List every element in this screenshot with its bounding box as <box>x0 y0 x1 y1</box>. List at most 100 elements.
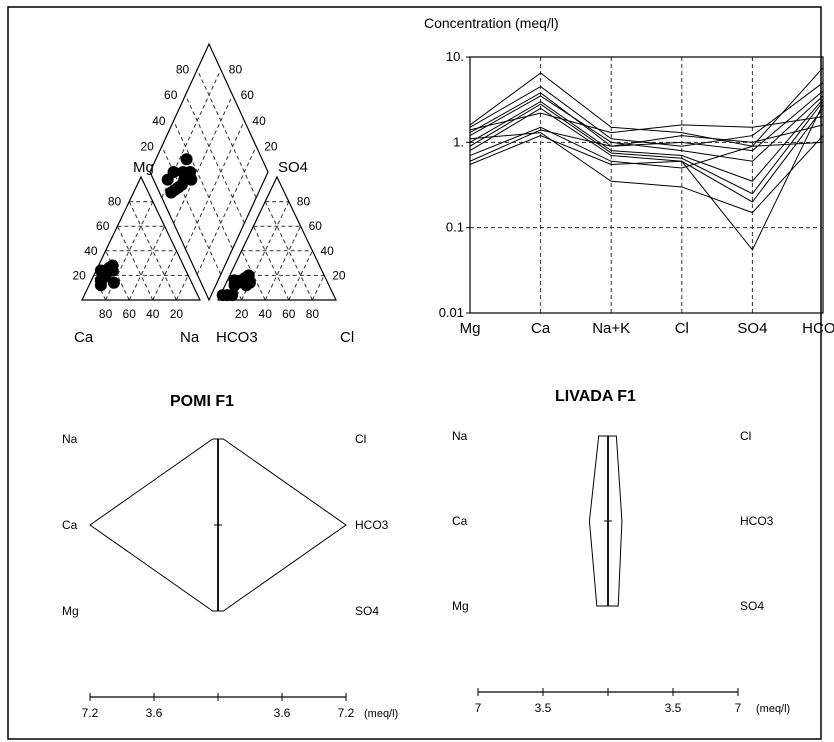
anion-bottom-tick: 80 <box>306 307 320 321</box>
diamond-grid-b1 <box>161 146 222 275</box>
stiff-anion-label: HCO3 <box>740 514 774 528</box>
outer-border <box>7 6 822 740</box>
cation-bottom-tick: 60 <box>123 307 137 321</box>
schoeller-plot-area <box>469 56 824 314</box>
anion-outline <box>217 175 337 301</box>
diamond-right-tick: 40 <box>252 114 266 128</box>
schoeller-x-tick-label: Ca <box>531 320 551 337</box>
cation-label-right: Na <box>180 329 200 346</box>
cation-label-left: Ca <box>74 329 94 346</box>
stiff-diagram-livada: LIVADA F1 Na Ca Mg Cl HCO3 SO4 7 3.5 3.5 7 (meq/l) <box>452 388 790 715</box>
anion-right-tick: 60 <box>309 219 323 233</box>
diamond-right-tick: 60 <box>241 88 255 102</box>
schoeller-series-line <box>469 67 824 147</box>
piper-points <box>94 153 256 302</box>
anion-grid-b3 <box>288 250 313 301</box>
schoeller-y-tick-label: 0.01 <box>439 305 464 320</box>
cation-left-tick: 40 <box>84 244 98 258</box>
stiff-scale-label: 7.2 <box>82 706 99 720</box>
cation-point <box>107 276 120 289</box>
schoeller-series-line <box>469 132 824 214</box>
schoeller-series-line <box>469 95 824 162</box>
diamond-point <box>185 173 198 186</box>
stiff-cation-label: Na <box>62 432 78 446</box>
diamond-point <box>177 166 190 178</box>
anion-label-apex: SO4 <box>278 159 308 176</box>
schoeller-x-tick-label: HCO3 <box>802 320 834 337</box>
diamond-grid-b4 <box>196 69 257 198</box>
stiff-scale-label: 3.6 <box>146 706 163 720</box>
cation-bottom-tick: 20 <box>170 307 184 321</box>
schoeller-series-line <box>469 112 824 134</box>
anion-point <box>243 276 256 289</box>
cation-bottom-tick: 80 <box>99 307 113 321</box>
cation-outline <box>81 175 201 301</box>
schoeller-x-tick-label: SO4 <box>737 320 767 337</box>
schoeller-y-tick-label: 10. <box>446 49 464 64</box>
stiff-anion-label: Cl <box>740 429 751 443</box>
anion-label-left: HCO3 <box>216 329 258 346</box>
diamond-left-tick: 80 <box>176 63 190 77</box>
anion-right-tick: 20 <box>332 268 346 282</box>
anion-bottom-tick: 60 <box>282 307 296 321</box>
cation-grid-b3 <box>152 250 177 301</box>
diamond-left-tick: 60 <box>164 88 178 102</box>
anion-grid-a3 <box>252 225 290 301</box>
schoeller-title: Concentration (meq/l) <box>424 15 559 31</box>
stiff-polygon <box>588 435 623 607</box>
anion-grid-b2 <box>264 225 302 301</box>
diamond-right-tick: 80 <box>229 63 243 77</box>
diamond-grid-a3 <box>173 94 234 224</box>
cation-grid-b4 <box>175 275 189 301</box>
diamond-grid-b2 <box>173 120 234 250</box>
anion-bottom-tick: 20 <box>235 307 249 321</box>
piper-tick-labels: 80 80 80 80 80 80 60 60 60 60 60 60 40 40 40 40 40 40 20 20… <box>72 63 345 321</box>
stiff-cation-label: Ca <box>62 518 78 532</box>
diamond-grid-a2 <box>184 120 245 250</box>
schoeller-series-line <box>469 126 824 169</box>
diamond-grid-a1 <box>196 146 257 275</box>
diamond-left-tick: 40 <box>152 114 166 128</box>
stiff-cation-label: Mg <box>452 599 469 613</box>
cation-point <box>106 259 119 272</box>
cation-left-tick: 80 <box>108 195 122 209</box>
stiff-scale-label: 3.5 <box>665 701 682 715</box>
piper-diagram: 80 80 80 80 80 80 60 60 60 60 60 60 40 40 40 40 40 40 20 20… <box>72 42 354 346</box>
piper-grid <box>93 69 325 301</box>
stiff-pomi-title: POMI F1 <box>170 393 234 410</box>
schoeller-y-tick-label: 0.1 <box>446 220 464 235</box>
schoeller-grid <box>470 57 823 313</box>
stiff-cation-label: Na <box>452 429 468 443</box>
stiff-scale-label: 3.6 <box>274 706 291 720</box>
diamond-outline <box>149 42 269 302</box>
schoeller-series-line <box>469 101 824 195</box>
cation-left-tick: 60 <box>96 219 110 233</box>
cation-label-apex: Mg <box>133 159 154 176</box>
diamond-right-tick: 20 <box>264 139 278 153</box>
stiff-scale-label: 7 <box>475 701 482 715</box>
stiff-polygon <box>89 438 347 612</box>
diamond-grid-b3 <box>184 94 245 224</box>
anion-grid-b4 <box>311 275 325 301</box>
cation-grid-b2 <box>128 225 166 301</box>
schoeller-series-line <box>469 103 824 251</box>
stiff-cation-label: Mg <box>62 604 79 618</box>
schoeller-x-tick-label: Mg <box>460 320 481 337</box>
diamond-point <box>180 153 193 166</box>
anion-grid-a2 <box>241 250 266 301</box>
anion-right-tick: 40 <box>320 244 334 258</box>
schoeller-series-line <box>469 82 824 147</box>
stiff-scale-label: 3.5 <box>535 701 552 715</box>
schoeller-series-line <box>469 98 824 182</box>
anion-right-tick: 80 <box>297 195 311 209</box>
cation-grid-a3 <box>116 225 154 301</box>
anion-label-right: Cl <box>340 329 354 346</box>
piper-outline <box>81 42 337 302</box>
stiff-scale-unit: (meq/l) <box>756 703 790 715</box>
stiff-anion-label: SO4 <box>740 599 764 613</box>
stiff-livada-title: LIVADA F1 <box>555 388 636 405</box>
stiff-scale-unit: (meq/l) <box>364 708 398 720</box>
stiff-scale-label: 7 <box>735 701 742 715</box>
schoeller-x-ticks: Mg Ca Na+K Cl SO4 HCO3 <box>460 320 834 337</box>
